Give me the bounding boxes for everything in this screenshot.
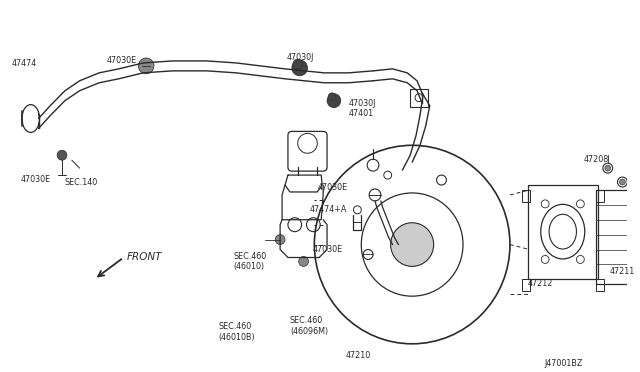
Circle shape xyxy=(436,175,446,185)
Text: 47474: 47474 xyxy=(11,59,36,68)
Text: 47212: 47212 xyxy=(527,279,553,288)
Circle shape xyxy=(299,256,308,266)
Bar xyxy=(522,279,529,291)
Bar xyxy=(522,190,529,202)
Circle shape xyxy=(293,59,303,69)
Text: SEC.460: SEC.460 xyxy=(218,322,252,331)
Bar xyxy=(410,89,428,107)
Text: 47208: 47208 xyxy=(583,155,609,164)
Text: 47030E: 47030E xyxy=(317,183,348,192)
Text: (46096M): (46096M) xyxy=(290,327,328,336)
Bar xyxy=(596,190,604,202)
Circle shape xyxy=(292,60,307,76)
Text: (46010): (46010) xyxy=(233,262,264,272)
Text: 47030J: 47030J xyxy=(349,99,376,108)
Bar xyxy=(596,279,604,291)
Text: 47210: 47210 xyxy=(346,351,371,360)
Text: 47030E: 47030E xyxy=(107,56,137,65)
Circle shape xyxy=(327,94,340,108)
Text: J47001BZ: J47001BZ xyxy=(544,359,582,368)
Circle shape xyxy=(603,163,612,173)
Circle shape xyxy=(390,223,434,266)
Circle shape xyxy=(620,179,625,185)
Circle shape xyxy=(618,177,627,187)
Circle shape xyxy=(57,150,67,160)
Text: FRONT: FRONT xyxy=(127,251,162,262)
Text: (46010B): (46010B) xyxy=(218,333,255,342)
Text: SEC.460: SEC.460 xyxy=(290,316,323,325)
Text: 47030J: 47030J xyxy=(287,53,314,62)
Text: 47401: 47401 xyxy=(349,109,374,118)
Text: 47030E: 47030E xyxy=(21,175,51,184)
Text: SEC.140: SEC.140 xyxy=(65,178,98,187)
Circle shape xyxy=(138,58,154,74)
Circle shape xyxy=(275,235,285,244)
Text: 47474+A: 47474+A xyxy=(310,205,347,214)
Text: 47211: 47211 xyxy=(610,267,635,276)
Text: 47030E: 47030E xyxy=(312,244,342,254)
Circle shape xyxy=(605,165,611,171)
Text: SEC.460: SEC.460 xyxy=(233,251,266,260)
Circle shape xyxy=(328,93,336,101)
